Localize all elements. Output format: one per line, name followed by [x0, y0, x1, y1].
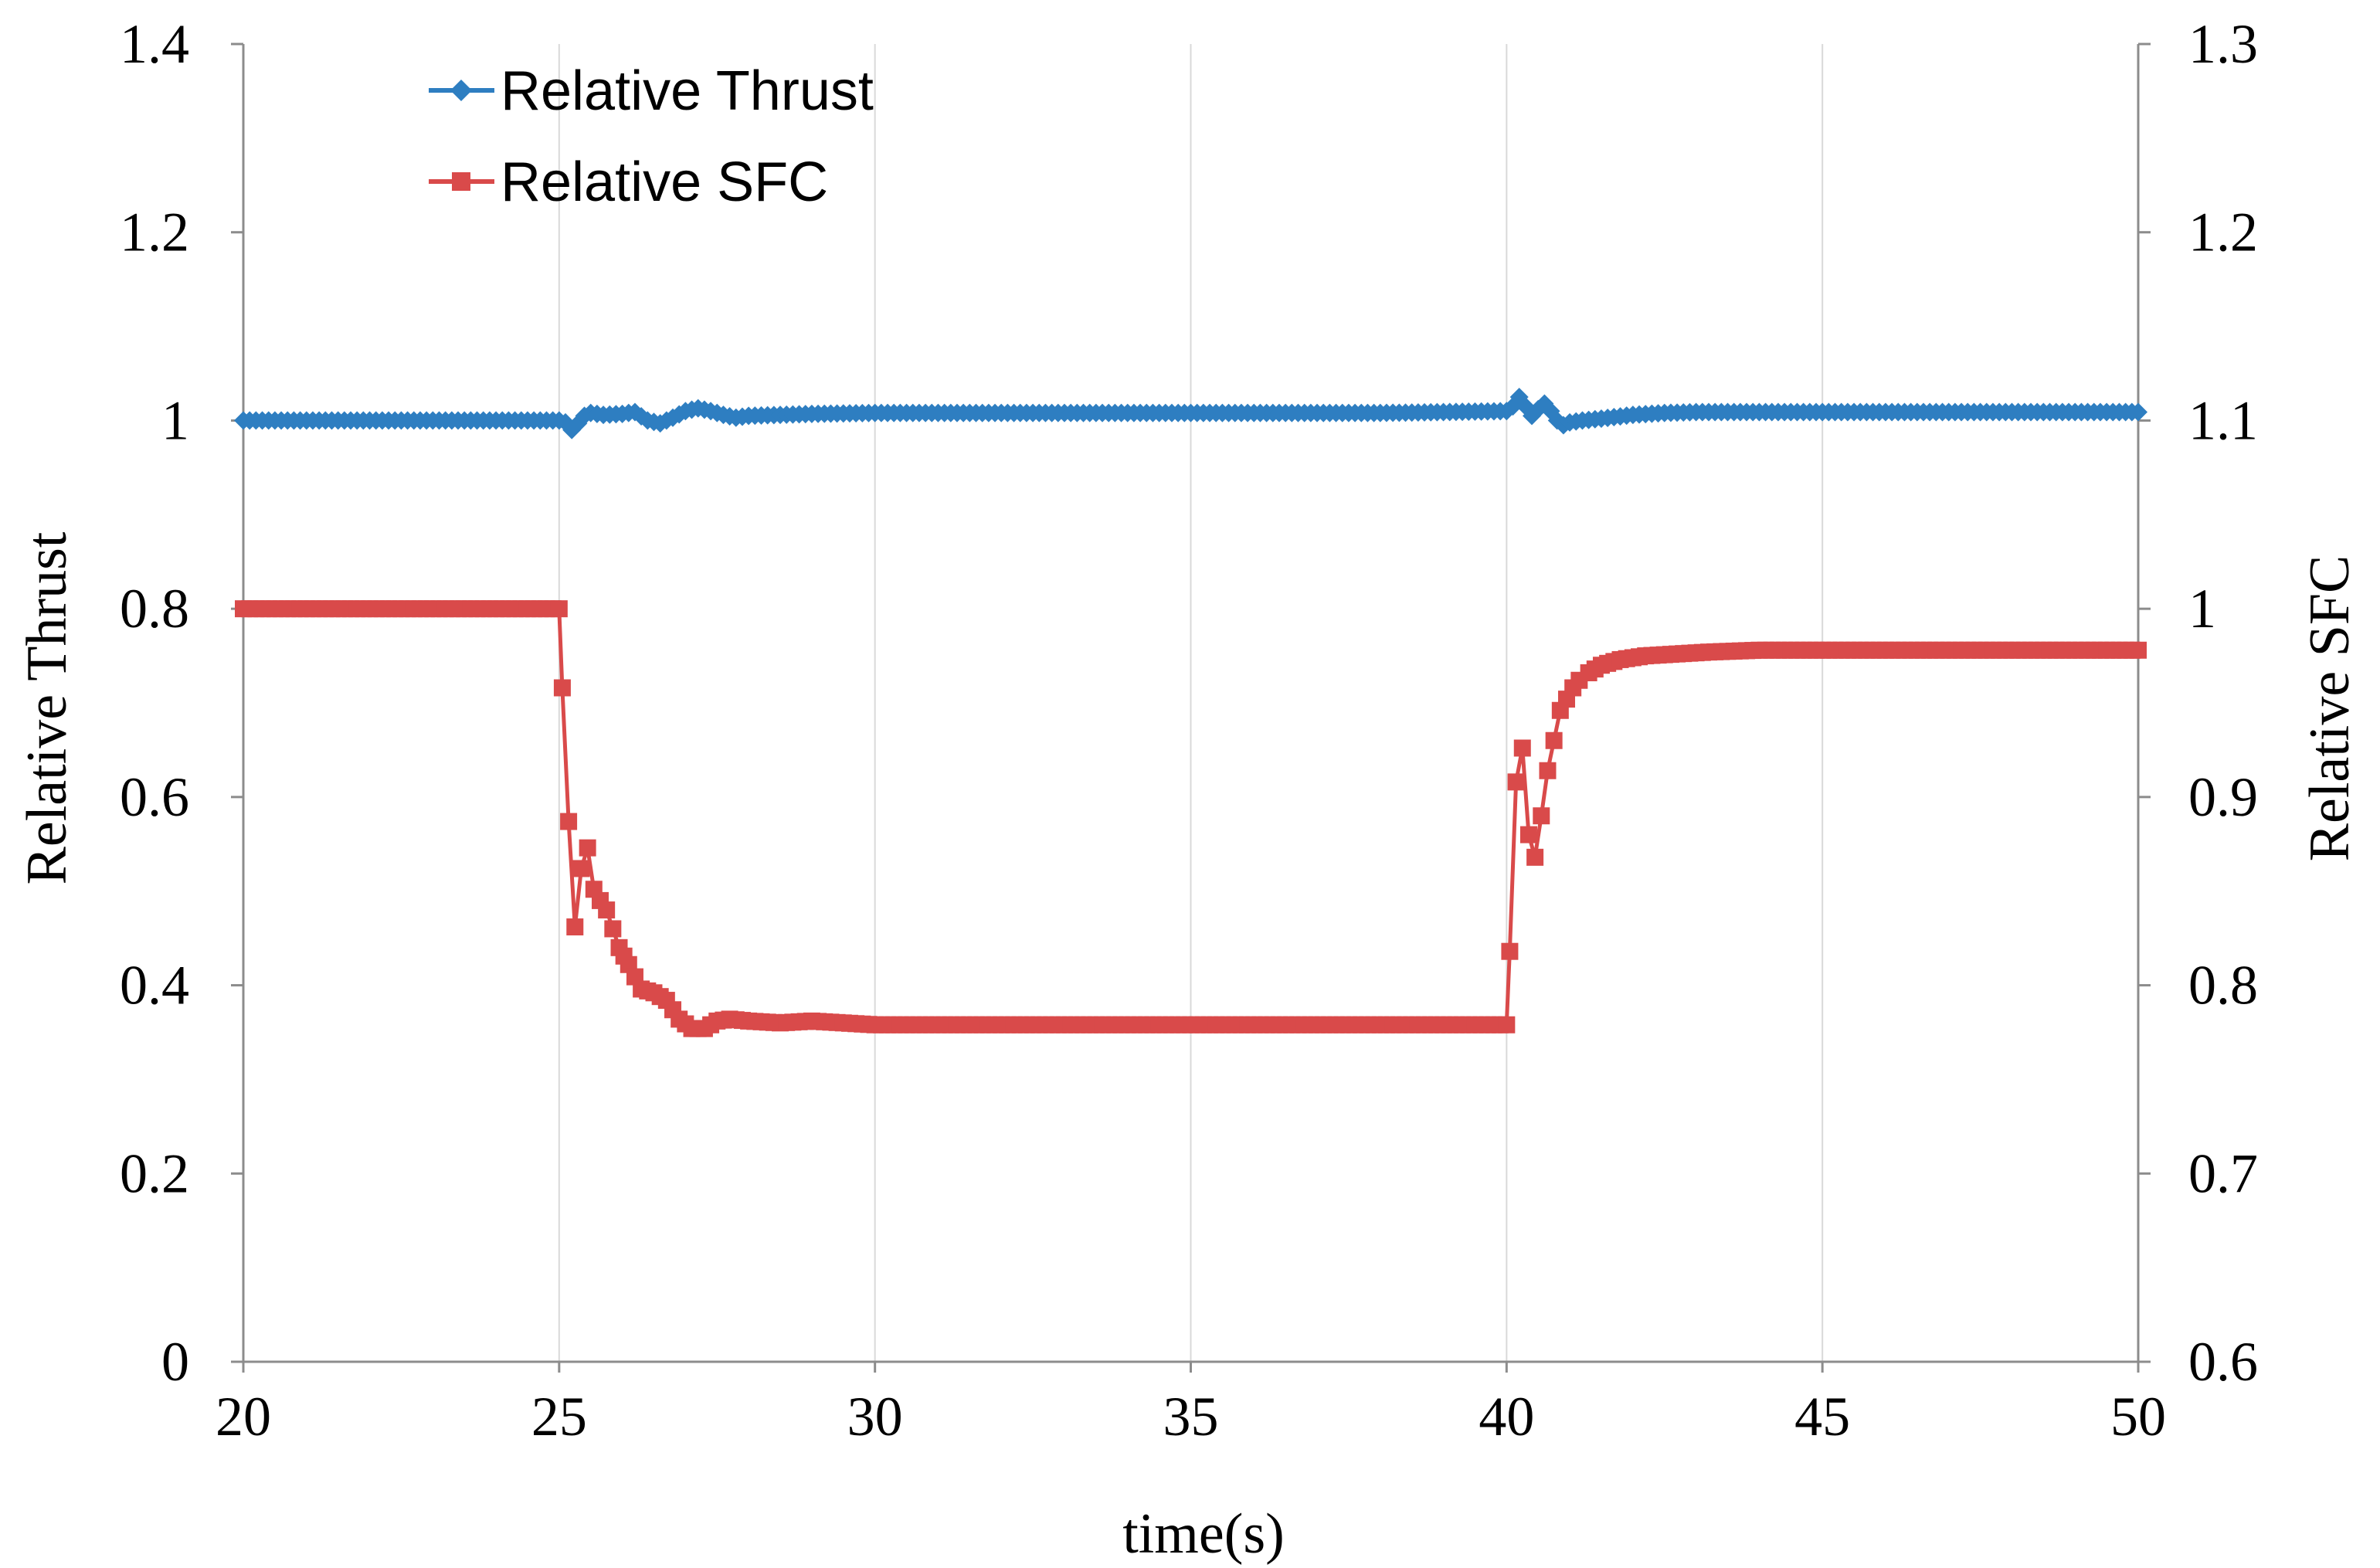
right-y-tick-label-1.1: 1.1 [2188, 389, 2258, 451]
series-1-point [604, 920, 622, 938]
right-y-tick-label-1: 1 [2188, 578, 2216, 640]
series-1-point [1526, 848, 1544, 866]
series-1-point [1501, 942, 1519, 960]
left-y-axis-title: Relative Thrust [15, 531, 79, 884]
series-1-point [553, 679, 571, 697]
series-1-point [1513, 739, 1531, 757]
left-y-tick-label-1.4: 1.4 [120, 13, 189, 75]
x-tick-label-25: 25 [531, 1386, 587, 1448]
right-y-tick-label-0.7: 0.7 [2188, 1142, 2258, 1204]
left-y-tick-label-0.2: 0.2 [120, 1142, 189, 1204]
right-y-tick-label-0.9: 0.9 [2188, 766, 2258, 828]
x-tick-label-20: 20 [216, 1386, 271, 1448]
x-tick-label-40: 40 [1479, 1386, 1534, 1448]
left-y-tick-labels: 0 0.2 0.4 0.6 0.8 1 1.2 1.4 [120, 13, 189, 1393]
series-1-point [598, 901, 616, 919]
left-y-tick-label-0.8: 0.8 [120, 578, 189, 640]
left-y-tick-label-1: 1 [161, 389, 189, 451]
right-y-tick-label-0.6: 0.6 [2188, 1331, 2258, 1393]
x-tick-label-45: 45 [1794, 1386, 1850, 1448]
series-1-point [1519, 826, 1537, 843]
left-y-tick-label-0: 0 [161, 1331, 189, 1393]
left-y-tick-label-1.2: 1.2 [120, 202, 189, 263]
series-1-point [1539, 762, 1557, 779]
x-tick-labels: 20 25 30 35 40 45 50 [216, 1386, 2166, 1448]
legend-item-thrust: Relative Thrust [429, 60, 874, 122]
series-1-point [579, 839, 596, 857]
series-0 [234, 387, 2147, 440]
legend-thrust-marker [450, 80, 472, 101]
series-1-point [550, 600, 568, 618]
x-tick-label-35: 35 [1163, 1386, 1219, 1448]
legend-sfc-marker [452, 172, 470, 191]
x-tick-label-30: 30 [847, 1386, 903, 1448]
series-1-point [1533, 807, 1550, 825]
series-1 [235, 600, 2147, 1037]
series-1-point [1545, 731, 1563, 749]
series-1-point [2130, 641, 2147, 659]
legend-thrust-label: Relative Thrust [501, 60, 874, 122]
right-y-tick-labels: 0.6 0.7 0.8 0.9 1 1.1 1.2 1.3 [2188, 13, 2258, 1393]
series-1-point [560, 813, 578, 830]
series-1-point [572, 860, 590, 877]
series-1-point [1507, 773, 1525, 791]
left-y-tick-label-0.6: 0.6 [120, 766, 189, 828]
legend: Relative Thrust Relative SFC [429, 60, 874, 213]
left-y-tick-label-0.4: 0.4 [120, 955, 189, 1016]
legend-item-sfc: Relative SFC [429, 151, 828, 213]
right-y-tick-label-0.8: 0.8 [2188, 955, 2258, 1016]
right-y-tick-label-1.3: 1.3 [2188, 13, 2258, 75]
vertical-gridlines [558, 44, 1824, 1362]
series-0-point [2129, 402, 2147, 422]
series-1-point [1498, 1016, 1516, 1033]
axes [231, 42, 2151, 1373]
right-y-axis-title: Relative SFC [2298, 555, 2361, 862]
series-layer [234, 387, 2147, 1037]
series-1-point [566, 918, 584, 936]
legend-sfc-label: Relative SFC [501, 151, 828, 213]
x-axis-title: time(s) [1122, 1502, 1285, 1566]
right-y-tick-label-1.2: 1.2 [2188, 202, 2258, 263]
x-tick-label-50: 50 [2110, 1386, 2166, 1448]
